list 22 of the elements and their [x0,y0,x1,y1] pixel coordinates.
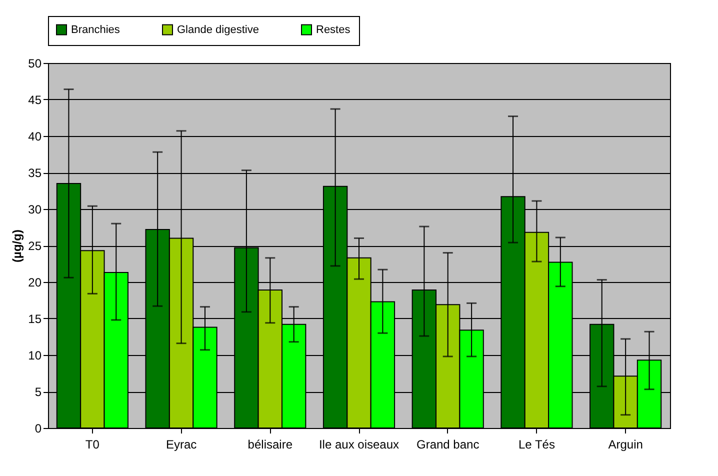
y-tick-label: 30 [28,202,42,216]
x-tick-label: Le Tés [518,438,555,452]
x-tick-label: Arguin [608,438,643,452]
x-tick-label: bélisaire [248,438,293,452]
legend-label: Restes [316,24,351,36]
x-tick-label: Eyrac [166,438,197,452]
y-tick-label: 45 [28,93,42,107]
y-axis-title: (µg/g) [10,230,24,262]
legend-label: Branchies [71,24,120,36]
y-tick-label: 10 [28,348,42,362]
y-tick-label: 50 [28,56,42,70]
y-tick-label: 40 [28,130,42,144]
x-tick-label: Grand banc [416,438,480,452]
x-tick-label: Ile aux oiseaux [318,438,400,452]
y-tick-label: 0 [34,422,42,436]
y-tick-label: 25 [28,239,42,253]
y-tick-label: 5 [34,385,42,399]
y-tick-label: 35 [28,166,42,180]
y-tick-label: 15 [28,312,42,326]
x-tick-label: T0 [85,438,100,452]
y-tick-label: 20 [28,276,42,290]
legend-label: Glande digestive [177,24,259,36]
